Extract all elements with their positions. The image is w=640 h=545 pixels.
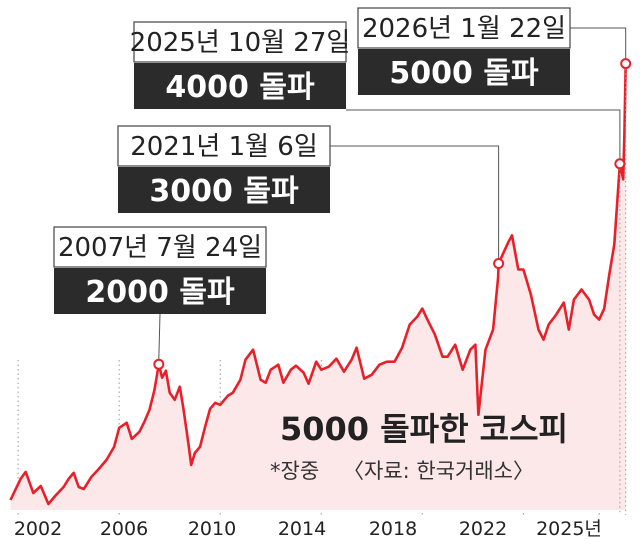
milestone-date-box (357, 7, 571, 49)
milestone-label: 4000 돌파 (165, 70, 315, 105)
milestone-label: 2000 돌파 (85, 275, 235, 310)
x-tick-label: 2025년 (536, 518, 602, 540)
milestone-date: 2007년 7월 24일 (58, 233, 262, 263)
kospi-series-line (9, 63, 627, 506)
x-tick-label: 2010 (188, 518, 236, 540)
milestone-label-box (134, 63, 346, 109)
milestone-point (493, 257, 505, 269)
intraday-note: *장중 (270, 459, 319, 483)
milestone-date: 2026년 1월 22일 (362, 14, 566, 44)
milestone-label: 3000 돌파 (149, 174, 299, 209)
milestone-label-box (54, 268, 266, 314)
milestone-date-box (53, 226, 267, 268)
milestone-point (153, 358, 165, 370)
milestone-label-box (118, 167, 330, 213)
milestone-label-box (358, 49, 570, 95)
milestone-date: 2021년 1월 6일 (130, 132, 318, 162)
milestone-date-box (117, 125, 331, 167)
milestone-leader-line (570, 27, 627, 59)
milestone-markers (153, 58, 632, 370)
milestone-leader-line (158, 313, 161, 360)
milestone-date: 2025년 10월 27일 (130, 28, 351, 58)
chart-title: 5000 돌파한 코스피 (280, 410, 568, 448)
milestone-callout-2000: 2007년 7월 24일 2000 돌파 (53, 226, 267, 314)
milestone-point (620, 58, 632, 70)
milestone-point (614, 158, 626, 170)
milestone-leader-line (330, 145, 500, 259)
x-tick-label: 2014 (278, 518, 326, 540)
x-tick-label: 2002 (14, 518, 62, 540)
x-tick-label: 2018 (369, 518, 417, 540)
kospi-area-fill (10, 63, 626, 510)
x-tick-label: 2022 (459, 518, 507, 540)
milestone-label: 5000 돌파 (389, 56, 539, 91)
source-note: 〈자료: 한국거래소〉 (343, 459, 534, 483)
milestone-leaders (158, 27, 627, 515)
milestone-callout-5000: 2026년 1월 22일 5000 돌파 (357, 7, 571, 95)
milestone-leader-line (346, 109, 621, 159)
milestone-callout-4000: 2025년 10월 27일 4000 돌파 (130, 21, 351, 109)
x-tick-label: 2006 (100, 518, 148, 540)
x-axis: 2002 2006 2010 2014 2018 2022 2025년 (14, 518, 602, 540)
milestone-date-box (133, 21, 347, 63)
milestone-callout-3000: 2021년 1월 6일 3000 돌파 (117, 125, 331, 213)
